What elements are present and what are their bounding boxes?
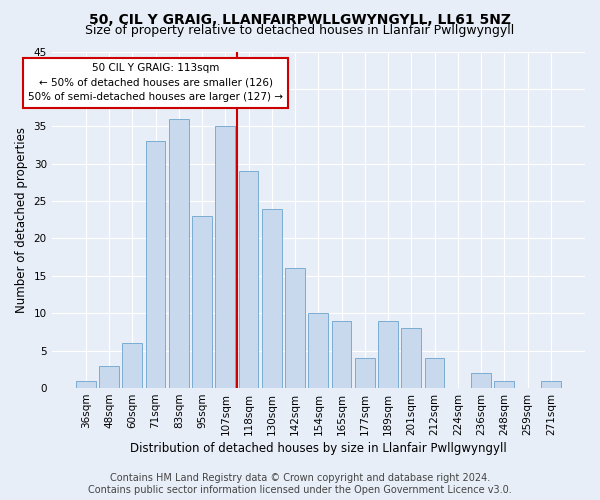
- Bar: [99, 366, 119, 388]
- Text: Size of property relative to detached houses in Llanfair Pwllgwyngyll: Size of property relative to detached ho…: [85, 24, 515, 37]
- Text: Contains HM Land Registry data © Crown copyright and database right 2024.
Contai: Contains HM Land Registry data © Crown c…: [88, 474, 512, 495]
- Bar: [332, 321, 352, 388]
- Bar: [122, 343, 142, 388]
- Bar: [425, 358, 445, 388]
- Bar: [378, 321, 398, 388]
- Bar: [308, 314, 328, 388]
- X-axis label: Distribution of detached houses by size in Llanfair Pwllgwyngyll: Distribution of detached houses by size …: [130, 442, 507, 455]
- Bar: [146, 142, 166, 388]
- Bar: [169, 119, 188, 388]
- Bar: [471, 373, 491, 388]
- Text: 50 CIL Y GRAIG: 113sqm
← 50% of detached houses are smaller (126)
50% of semi-de: 50 CIL Y GRAIG: 113sqm ← 50% of detached…: [28, 62, 283, 102]
- Bar: [285, 268, 305, 388]
- Bar: [355, 358, 375, 388]
- Bar: [401, 328, 421, 388]
- Bar: [239, 171, 259, 388]
- Text: 50, CIL Y GRAIG, LLANFAIRPWLLGWYNGYLL, LL61 5NZ: 50, CIL Y GRAIG, LLANFAIRPWLLGWYNGYLL, L…: [89, 12, 511, 26]
- Y-axis label: Number of detached properties: Number of detached properties: [15, 127, 28, 313]
- Bar: [76, 380, 95, 388]
- Bar: [192, 216, 212, 388]
- Bar: [541, 380, 561, 388]
- Bar: [494, 380, 514, 388]
- Bar: [215, 126, 235, 388]
- Bar: [262, 208, 282, 388]
